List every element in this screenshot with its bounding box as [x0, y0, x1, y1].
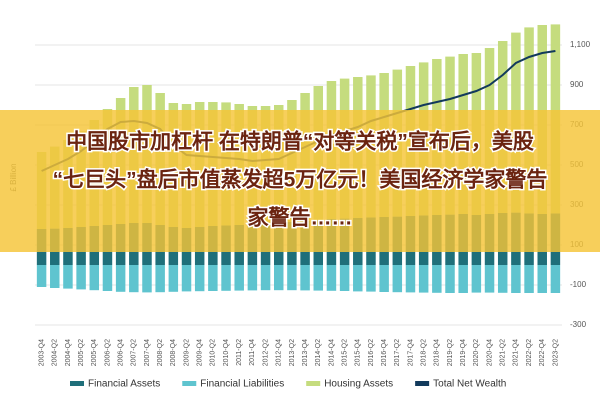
x-tick-label: 2015-Q2 — [341, 339, 348, 366]
bar — [102, 265, 113, 291]
bar — [129, 265, 139, 293]
x-tick-label: 2021-Q4 — [513, 339, 520, 366]
bar — [221, 265, 231, 291]
bar — [471, 265, 482, 293]
x-tick-label: 2010-Q4 — [223, 339, 230, 366]
bar — [50, 265, 60, 288]
x-tick-label: 2013-Q4 — [302, 339, 309, 366]
bar — [168, 265, 179, 292]
x-tick-label: 2012-Q2 — [262, 339, 269, 366]
x-tick-label: 2022-Q4 — [539, 339, 546, 366]
bar — [142, 265, 152, 293]
bar — [550, 265, 561, 293]
x-tick-label: 2023-Q2 — [552, 339, 559, 366]
x-tick-label: 2003-Q4 — [38, 339, 45, 366]
x-tick-label: 2018-Q4 — [434, 339, 441, 366]
x-tick-label: 2015-Q4 — [355, 339, 362, 366]
x-tick-label: 2012-Q4 — [276, 339, 283, 366]
bar — [432, 265, 442, 293]
bar — [445, 265, 455, 293]
y-tick-label: 900 — [570, 80, 584, 89]
legend-swatch — [70, 381, 84, 386]
x-tick-label: 2020-Q4 — [486, 339, 493, 366]
bar — [89, 265, 100, 291]
x-tick-label: 2004-Q4 — [65, 339, 72, 366]
bar — [273, 265, 284, 291]
bar — [300, 265, 310, 291]
x-tick-label: 2004-Q2 — [52, 339, 59, 366]
x-tick-label: 2018-Q2 — [421, 339, 428, 366]
bar — [287, 265, 297, 291]
x-tick-label: 2008-Q4 — [170, 339, 177, 366]
y-tick-label: -100 — [570, 280, 587, 289]
x-tick-label: 2019-Q4 — [460, 339, 467, 366]
bar — [181, 265, 192, 292]
legend-label: Financial Assets — [88, 379, 160, 390]
x-tick-label: 2019-Q2 — [447, 339, 454, 366]
x-tick-label: 2017-Q2 — [394, 339, 401, 366]
bar — [247, 265, 258, 291]
bar — [418, 265, 429, 293]
x-tick-label: 2021-Q2 — [500, 339, 507, 366]
x-tick-label: 2016-Q2 — [368, 339, 375, 366]
bar — [366, 265, 376, 292]
x-tick-label: 2014-Q2 — [315, 339, 322, 366]
bar — [511, 265, 521, 293]
legend-label: Financial Liabilities — [200, 379, 284, 390]
bar — [194, 265, 205, 292]
banner-text: 中国股市加杠杆 在特朗普“对等关税”宣布后，美股 — [66, 130, 534, 154]
bar — [36, 265, 47, 287]
x-tick-label: 2010-Q2 — [210, 339, 217, 366]
bar — [353, 265, 363, 292]
bar — [524, 265, 534, 293]
bar — [537, 265, 547, 293]
bar — [458, 265, 468, 293]
x-tick-label: 2009-Q4 — [197, 339, 204, 366]
x-tick-label: 2020-Q2 — [473, 339, 480, 366]
bar — [234, 265, 244, 291]
x-tick-label: 2011-Q4 — [249, 339, 256, 366]
banner-text: “七巨头”盘后市值蒸发超5万亿元！美国经济学家警告 — [53, 168, 548, 192]
x-tick-label: 2005-Q4 — [91, 339, 98, 366]
bar — [497, 265, 508, 293]
x-tick-label: 2011-Q2 — [236, 339, 243, 366]
x-tick-label: 2007-Q4 — [144, 339, 151, 366]
legend-swatch — [182, 381, 197, 386]
x-tick-label: 2008-Q2 — [157, 339, 164, 366]
bar — [484, 265, 495, 293]
x-tick-label: 2013-Q2 — [289, 339, 296, 366]
legend-swatch — [415, 381, 430, 386]
bar — [339, 265, 350, 291]
y-tick-label: 1,100 — [570, 40, 591, 49]
bar — [208, 265, 218, 291]
legend-swatch — [306, 381, 321, 386]
bar — [155, 265, 165, 293]
x-tick-label: 2006-Q2 — [104, 339, 111, 366]
y-tick-label: -300 — [570, 320, 587, 329]
legend-label: Total Net Wealth — [433, 379, 506, 390]
bar — [392, 265, 403, 293]
bar — [405, 265, 416, 293]
x-tick-label: 2006-Q4 — [117, 339, 124, 366]
legend-label: Housing Assets — [324, 379, 393, 390]
x-tick-label: 2005-Q2 — [78, 339, 85, 366]
bar — [76, 265, 86, 290]
bar — [313, 265, 324, 291]
banner-text: 家警告…… — [248, 206, 353, 230]
bar — [379, 265, 389, 292]
bar — [115, 265, 126, 292]
bar — [260, 265, 271, 291]
x-tick-label: 2016-Q4 — [381, 339, 388, 366]
x-tick-label: 2017-Q4 — [407, 339, 414, 366]
x-tick-label: 2009-Q2 — [183, 339, 190, 366]
x-tick-label: 2007-Q2 — [131, 339, 138, 366]
bar — [326, 265, 337, 291]
x-tick-label: 2022-Q2 — [526, 339, 533, 366]
bar — [63, 265, 73, 289]
x-tick-label: 2014-Q4 — [328, 339, 335, 366]
banner — [0, 110, 600, 252]
